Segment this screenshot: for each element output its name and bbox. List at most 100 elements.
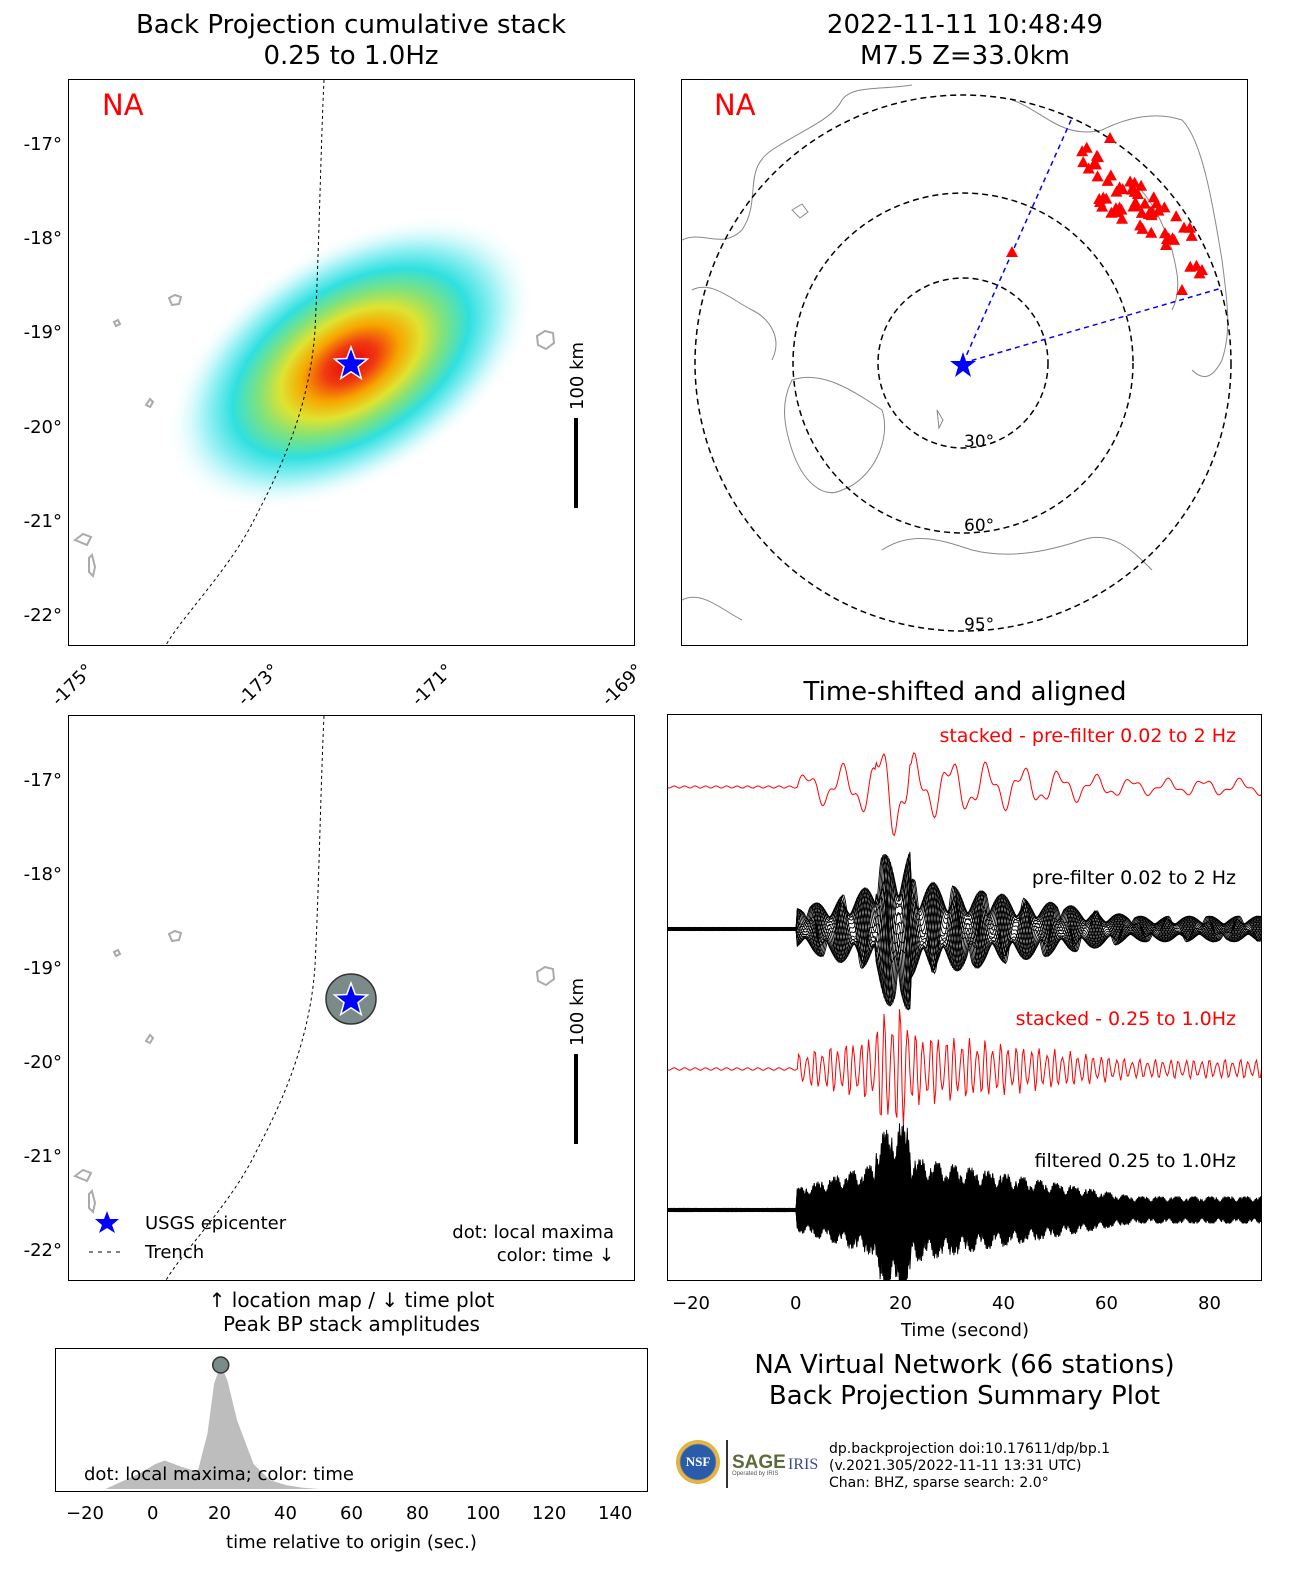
epicenter-star [950, 352, 976, 377]
trace-prefilter [668, 857, 1261, 998]
trace-filtered [668, 1131, 1261, 1280]
station-triangle [1082, 162, 1095, 174]
credits-text: dp.backprojection doi:10.17611/dp/bp.1 (… [829, 1441, 1111, 1491]
xtick: 0 [147, 1503, 159, 1524]
station-triangle [1185, 229, 1198, 241]
station-triangles [1006, 132, 1208, 295]
bp-stack-plot: 100 km [73, 80, 588, 645]
scale-bar-label: 100 km [567, 978, 588, 1046]
station-triangle [1109, 202, 1122, 214]
coastlines [682, 84, 1229, 621]
ring-label-30: 30° [964, 432, 994, 452]
station-triangle [1080, 141, 1093, 153]
trench-line [165, 80, 325, 645]
xtick: 80 [406, 1503, 429, 1524]
ytick: -22° [23, 1240, 62, 1261]
station-triangle [1097, 191, 1110, 203]
peak-location-plot: 100 km USGS epicenter Trench dot: local … [73, 716, 614, 1280]
trace-label-stacked-filtered: stacked - 0.25 to 1.0Hz [1016, 1008, 1236, 1030]
trace-label-filtered: filtered 0.25 to 1.0Hz [1034, 1150, 1236, 1172]
station-triangle [1150, 197, 1163, 209]
iris-logo: IRIS [788, 1456, 819, 1473]
traces-plot: stacked - pre-filter 0.02 to 2 Hz pre-fi… [668, 725, 1261, 1280]
ring-label-60: 60° [964, 516, 994, 536]
station-triangle [1193, 267, 1206, 279]
xtick: -173° [233, 660, 284, 711]
legend-star-icon [95, 1211, 119, 1233]
amplitude-area [105, 1365, 320, 1489]
trace-stacked-filtered [668, 1009, 1261, 1125]
xtick: −20 [66, 1503, 104, 1524]
bp-stack-title: Back Projection cumulative stack 0.25 to… [135, 10, 567, 71]
traces-panel: stacked - pre-filter 0.02 to 2 Hz pre-fi… [667, 714, 1262, 1281]
xtick: −20 [672, 1293, 710, 1314]
station-triangle [1091, 170, 1104, 182]
station-triangle [1176, 284, 1188, 295]
station-triangle [1135, 179, 1148, 191]
network-label: NA [102, 88, 144, 122]
bp-stack-map: 100 km [68, 79, 635, 646]
station-triangle [1128, 185, 1141, 197]
epicenter-star [332, 980, 370, 1017]
station-triangle [1129, 196, 1142, 208]
sage-sub: Operated by IRIS [732, 1471, 779, 1477]
amplitude-note: dot: local maxima; color: time [84, 1464, 354, 1485]
amplitude-xlabel: time relative to origin (sec.) [226, 1532, 477, 1553]
legend-note-2: color: time ↓ [497, 1245, 614, 1266]
island-outline [73, 293, 556, 578]
xtick: 140 [598, 1503, 633, 1524]
epicenter-star [332, 344, 370, 381]
station-triangle [1110, 185, 1123, 197]
nsf-logo-text: NSF [685, 1454, 711, 1469]
xtick: 20 [208, 1503, 231, 1524]
ytick: -17° [23, 134, 62, 155]
station-triangle [1190, 259, 1203, 271]
legend-trench-label: Trench [144, 1242, 204, 1263]
station-triangle [1158, 201, 1171, 213]
logo-divider [726, 1440, 728, 1488]
ytick: -20° [23, 417, 62, 438]
nsf-logo: NSF [676, 1440, 720, 1484]
station-triangle [1170, 210, 1183, 222]
station-triangle [1006, 246, 1018, 257]
station-triangle [1178, 221, 1191, 233]
legend-note-1: dot: local maxima [452, 1222, 614, 1243]
ring-30 [877, 277, 1049, 449]
station-triangle [1104, 132, 1116, 143]
xtick: -169° [597, 660, 648, 711]
summary-title: NA Virtual Network (66 stations) Back Pr… [754, 1350, 1175, 1411]
ring-95 [694, 94, 1232, 632]
station-triangle [1077, 156, 1090, 168]
trace-prefilter [668, 869, 1261, 1000]
scale-bar-label: 100 km [567, 342, 588, 410]
path-east [962, 287, 1223, 364]
xtick: -175° [47, 660, 98, 711]
xtick: 40 [992, 1293, 1015, 1314]
xtick: 80 [1198, 1293, 1221, 1314]
trace-label-prefilter: pre-filter 0.02 to 2 Hz [1032, 867, 1236, 889]
station-triangle [1159, 239, 1172, 251]
xtick: 60 [1095, 1293, 1118, 1314]
ytick: -21° [23, 1146, 62, 1167]
ytick: -20° [23, 1052, 62, 1073]
station-triangle [1135, 206, 1148, 218]
trace-label-stacked-prefilter: stacked - pre-filter 0.02 to 2 Hz [939, 725, 1236, 747]
station-triangle [1089, 158, 1102, 170]
station-map: 30° 60° 95° [681, 79, 1248, 646]
ytick: -18° [23, 864, 62, 885]
network-label: NA [714, 88, 756, 122]
map-caption: ↑ location map / ↓ time plot Peak BP sta… [208, 1288, 495, 1336]
event-title: 2022-11-11 10:48:49 M7.5 Z=33.0km [826, 10, 1104, 71]
ytick: -19° [23, 322, 62, 343]
station-map-plot: 30° 60° 95° [682, 84, 1232, 635]
ytick: -17° [23, 770, 62, 791]
traces-title: Time-shifted and aligned [803, 677, 1127, 707]
station-triangle [1096, 200, 1109, 212]
station-triangle [1101, 174, 1114, 186]
trace-stacked-prefilter [668, 752, 1261, 837]
trench-line [165, 716, 325, 1280]
ring-label-95: 95° [964, 615, 994, 635]
station-triangle [1145, 226, 1158, 238]
xtick: -171° [407, 660, 458, 711]
xtick: 60 [340, 1503, 363, 1524]
